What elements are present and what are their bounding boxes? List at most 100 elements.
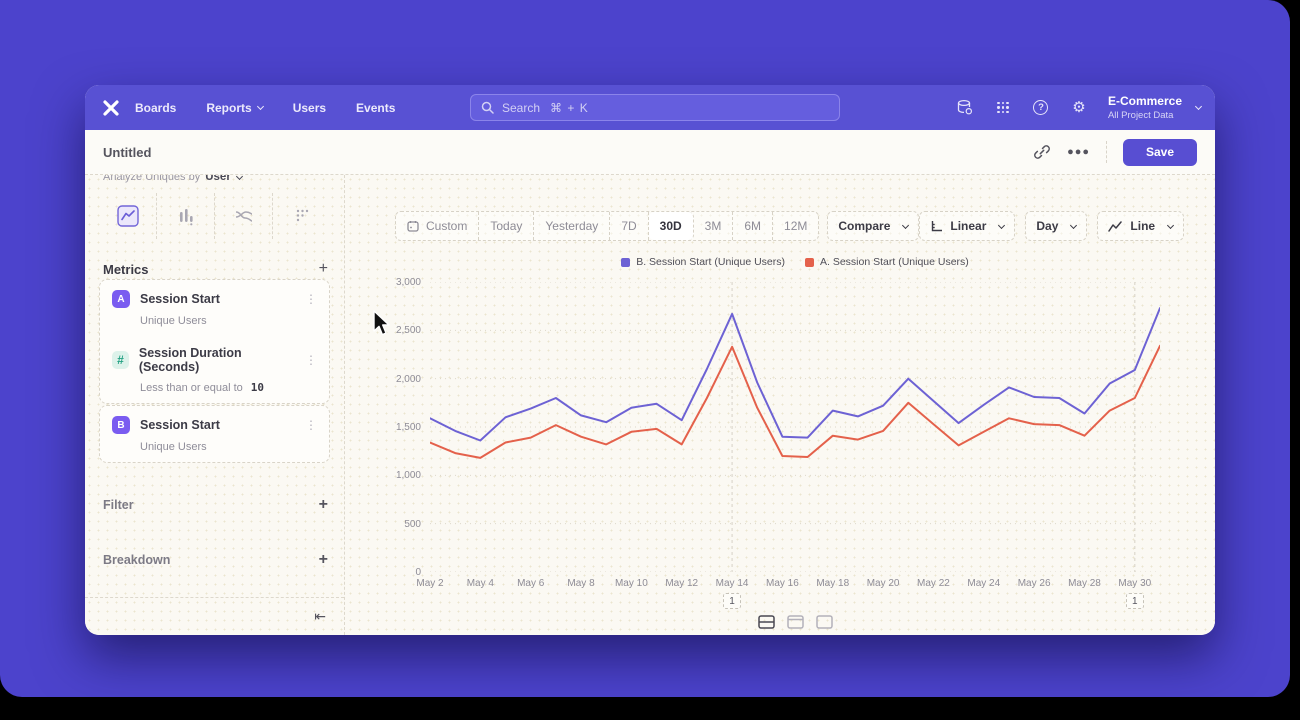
help-icon[interactable]: ? [1032,99,1050,117]
range-7d[interactable]: 7D [610,212,649,240]
range-6m[interactable]: 6M [733,212,774,240]
metric-card-top: # Session Duration (Seconds) ⋮ [112,346,317,374]
nav-link-reports[interactable]: Reports [206,100,264,115]
scale-label: Linear [950,219,987,233]
app-window: Boards Reports Users Events Search ⌘ + K [85,85,1215,635]
x-tick-label: May 24 [967,578,1001,589]
add-filter-button[interactable]: + [318,496,328,513]
tab-bar-chart[interactable] [157,193,215,239]
x-tick-label: May 2 [416,578,444,589]
range-12m[interactable]: 12M [773,212,818,240]
range-today[interactable]: Today [479,212,535,240]
annotation-badge[interactable]: 1 [723,593,742,609]
range-custom[interactable]: Custom [396,212,480,240]
metric-card[interactable]: A Session Start ⋮ Unique Users [100,280,329,336]
interval-label: Day [1036,219,1059,233]
kebab-menu-icon[interactable]: ⋮ [305,418,317,432]
metric-card[interactable]: B Session Start ⋮ Unique Users [100,406,329,462]
apps-grid-icon[interactable] [994,99,1012,117]
kebab-menu-icon[interactable]: ⋮ [305,353,317,367]
chevron-down-icon [256,102,264,111]
more-options-icon[interactable]: ●●● [1067,146,1090,158]
tab-insights-line[interactable] [99,193,157,239]
save-button[interactable]: Save [1123,138,1197,166]
range-3m[interactable]: 3M [694,212,734,240]
mixpanel-logo-icon[interactable] [101,98,121,118]
range-30d[interactable]: 30D [648,212,694,240]
nav-link-label: Boards [135,100,177,115]
layout-split-rows-icon[interactable] [757,615,775,629]
sidebar-footer: ⇤ [85,597,344,635]
analyze-label: Analyze Uniques by [103,175,201,183]
report-header: Untitled ●●● Save [85,130,1215,175]
chart-type-tabs [99,193,330,239]
x-tick-label: May 4 [466,578,494,589]
settings-gear-icon[interactable]: ⚙ [1072,99,1086,116]
range-label: 30D [659,219,682,233]
project-switcher[interactable]: E-Commerce All Project Data [1108,94,1203,121]
x-tick-label: May 10 [614,578,648,589]
legend-label: A. Session Start (Unique Users) [820,256,969,268]
search-icon [481,101,494,114]
tab-metric[interactable] [273,193,330,239]
add-metric-button[interactable]: + [318,260,328,277]
data-management-icon[interactable] [956,99,974,117]
metric-title: Session Duration (Seconds) [138,346,242,374]
search-input[interactable]: Search ⌘ + K [470,94,840,121]
x-tick-label: May 18 [816,578,850,589]
x-tick-label: May 14 [715,578,749,589]
compare-dropdown[interactable]: Compare [827,211,920,241]
chevron-down-icon [235,175,243,180]
nav-link-events[interactable]: Events [356,101,395,115]
sidebar-section-filter[interactable]: Filter + [103,497,328,513]
y-tick-label: 1,000 [395,470,421,482]
legend-item[interactable]: A. Session Start (Unique Users) [805,256,969,268]
chart-panel: Custom Today Yesterday 7D 30D 3M 6M 12M Compare… [345,175,1215,635]
nav-link-boards[interactable]: Boards [135,101,176,115]
x-tick-label: May 26 [1017,578,1051,589]
divider [1106,141,1107,163]
range-label: Today [490,219,523,233]
interval-dropdown[interactable]: Day [1025,211,1088,241]
x-tick-label: May 22 [917,578,950,589]
chevron-down-icon [1070,221,1078,229]
nav-link-label: Reports [206,100,252,115]
top-navbar: Boards Reports Users Events Search ⌘ + K [85,85,1215,130]
range-yesterday[interactable]: Yesterday [534,212,611,240]
line-chart-tab-icon [116,205,139,227]
chart-type-dropdown[interactable]: Line [1097,211,1185,241]
scale-dropdown[interactable]: Linear [919,211,1016,241]
nav-link-users[interactable]: Users [293,101,326,115]
tab-flow[interactable] [215,193,273,239]
calendar-icon [407,221,419,232]
legend-item[interactable]: B. Session Start (Unique Users) [621,256,785,268]
range-label: Custom [426,219,468,233]
annotation-badge[interactable]: 1 [1125,593,1144,609]
chevron-down-icon [998,221,1006,229]
x-axis: May 2 May 4 May 6 May 8 May 10 May 12 May 14 Ma… [416,578,1160,592]
nav-link-label: Events [356,100,396,115]
metric-subtitle: Unique Users [140,441,207,453]
layout-full-icon[interactable] [815,615,833,629]
metric-subtitle: Less than or equal to 10 [140,381,264,394]
line-chart[interactable] [429,281,1161,573]
y-tick-label: 500 [404,518,421,530]
metric-subtitle: Unique Users [140,315,207,327]
kebab-menu-icon[interactable]: ⋮ [305,292,317,306]
y-tick-label: 3,000 [395,277,421,288]
series-line [429,307,1161,442]
analyze-uniques-row[interactable]: Analyze Uniques by User [103,175,243,183]
range-label: Yesterday [545,219,599,233]
metric-card[interactable]: # Session Duration (Seconds) ⋮ Less than or… [100,336,329,403]
sidebar-section-breakdown[interactable]: Breakdown + [103,552,328,568]
y-tick-label: 0 [415,567,421,578]
x-tick-label: May 16 [766,578,799,589]
collapse-sidebar-icon[interactable]: ⇤ [314,608,326,624]
add-breakdown-button[interactable]: + [318,551,328,568]
share-link-icon[interactable] [1033,143,1051,161]
report-title[interactable]: Untitled [103,144,152,160]
layout-header-top-icon[interactable] [786,615,804,629]
range-label: 7D [621,219,637,233]
y-tick-label: 2,500 [395,325,421,337]
date-range-control: Custom Today Yesterday 7D 30D 3M 6M 12M [395,211,820,241]
